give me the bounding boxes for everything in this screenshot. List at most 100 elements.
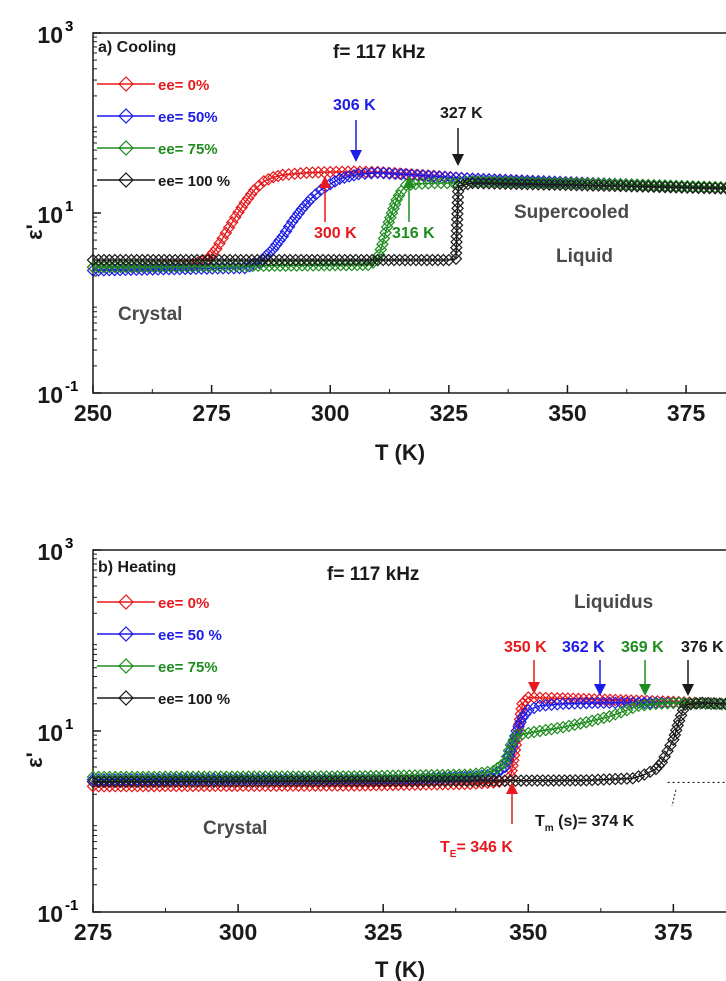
- data-point: [258, 770, 272, 783]
- data-point: [356, 774, 370, 788]
- data-point: [548, 178, 562, 192]
- series-line: [92, 702, 726, 778]
- data-point: [482, 774, 495, 788]
- data-point: [451, 196, 465, 210]
- data-point: [703, 181, 716, 195]
- data-point: [383, 167, 396, 180]
- data-point: [558, 774, 571, 787]
- data-point: [92, 260, 105, 274]
- data-point: [169, 775, 182, 788]
- panel-b-arrowhead-369k: [639, 684, 651, 696]
- data-point: [336, 770, 350, 783]
- y-tick-label: 10: [37, 382, 63, 408]
- data-point: [556, 697, 570, 711]
- data-point: [268, 774, 281, 788]
- panel-a-series: [86, 165, 726, 277]
- data-point: [421, 177, 435, 190]
- legend-label: ee= 0%: [158, 595, 209, 612]
- data-point: [295, 202, 309, 216]
- data-point: [152, 775, 166, 788]
- data-point: [550, 721, 564, 735]
- data-point: [653, 180, 666, 194]
- data-point: [308, 770, 322, 783]
- data-point: [649, 697, 663, 711]
- data-point: [152, 253, 166, 267]
- data-point: [450, 235, 463, 249]
- data-point: [541, 774, 555, 787]
- panel-b-annotation-te: TE= 346 K: [440, 839, 513, 860]
- series-line: [92, 702, 726, 781]
- data-point: [531, 178, 545, 191]
- panel-a-arrowhead-316k: [403, 176, 415, 188]
- data-point: [331, 770, 344, 783]
- data-point: [244, 187, 258, 201]
- data-point: [427, 169, 441, 183]
- data-point: [586, 179, 600, 192]
- x-tick-label: 250: [74, 400, 112, 426]
- legend-marker: [118, 690, 134, 706]
- data-point: [664, 739, 677, 752]
- data-point: [365, 253, 379, 267]
- data-point: [454, 774, 468, 788]
- panel-a-arrowhead-306k: [350, 150, 362, 162]
- panel-b-series: [86, 691, 726, 793]
- data-point: [719, 182, 726, 195]
- panel-b-x-ticks: 275 300 325 350 375: [74, 904, 693, 945]
- data-point: [343, 253, 357, 267]
- data-point: [372, 774, 386, 788]
- data-point: [619, 179, 633, 193]
- panel-b-annotation-369k: 369 K: [621, 639, 664, 656]
- panel-b-x-axis-title: T (K): [375, 957, 425, 981]
- legend-item: ee= 0%: [97, 594, 209, 612]
- panel-b-annotation-362k: 362 K: [562, 639, 605, 656]
- data-point: [246, 775, 259, 788]
- data-point: [350, 774, 364, 788]
- data-point: [533, 699, 547, 713]
- data-point: [675, 181, 689, 194]
- legend-item: ee= 75%: [97, 140, 218, 158]
- data-point: [371, 166, 385, 180]
- legend-item: ee= 50 %: [97, 626, 222, 644]
- data-point: [232, 205, 245, 219]
- data-point: [361, 774, 375, 788]
- data-point: [136, 775, 149, 788]
- data-point: [476, 774, 490, 788]
- data-point: [392, 189, 406, 202]
- data-point: [521, 726, 535, 740]
- data-point: [223, 253, 237, 267]
- data-point: [135, 253, 149, 267]
- data-point: [451, 207, 464, 221]
- data-point: [267, 253, 281, 267]
- data-point: [416, 169, 430, 182]
- data-point: [228, 210, 242, 224]
- data-point: [283, 253, 297, 267]
- data-point: [252, 179, 266, 193]
- data-point: [174, 253, 187, 267]
- data-point: [591, 712, 605, 726]
- data-point: [241, 192, 255, 205]
- data-point: [295, 774, 309, 788]
- data-point: [507, 733, 521, 747]
- data-point: [347, 168, 361, 182]
- data-point: [294, 253, 308, 267]
- data-point: [92, 253, 105, 267]
- data-point: [460, 774, 473, 788]
- legend-label: ee= 100 %: [158, 173, 230, 190]
- data-point: [422, 774, 435, 788]
- data-point: [661, 744, 674, 758]
- data-point: [510, 728, 524, 742]
- data-point: [547, 774, 561, 787]
- data-point: [514, 715, 527, 729]
- data-point: [235, 201, 249, 214]
- legend-item: ee= 100 %: [97, 690, 230, 708]
- data-point: [288, 167, 301, 181]
- data-point: [664, 180, 677, 194]
- data-point: [130, 775, 144, 788]
- data-point: [271, 169, 285, 183]
- data-point: [437, 253, 450, 267]
- data-point: [312, 774, 325, 788]
- data-point: [390, 193, 403, 207]
- data-point: [202, 775, 215, 788]
- panel-b-te-value: = 346 K: [456, 839, 513, 856]
